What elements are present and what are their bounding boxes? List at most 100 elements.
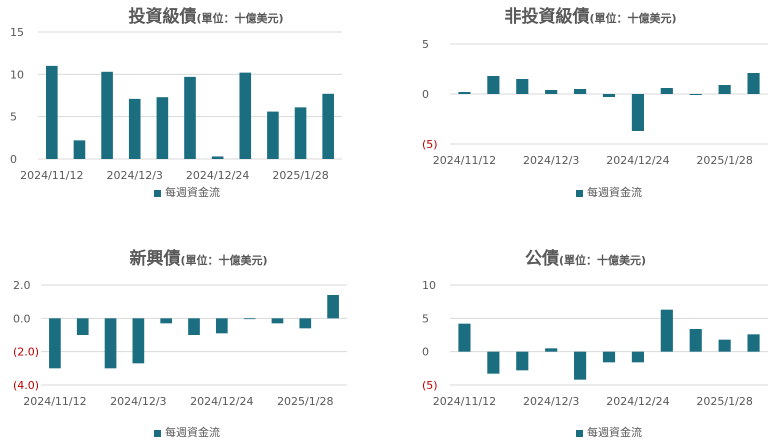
y-tick-label: 0 (422, 346, 429, 359)
bar (487, 76, 500, 94)
chart-emerging-market: 新興債(單位：十億美元) (4.0) (2.0) 0.0 2.0 2024/11/12 2… (0, 230, 387, 440)
x-tick-label: 2024/11/12 (20, 169, 83, 182)
x-tick-label: 2024/12/3 (523, 395, 579, 408)
chart-high-yield: 非投資級債(單位：十億美元) (5) 0 5 2024/11/12 2024/12/3 2… (387, 0, 774, 210)
bar (689, 329, 702, 352)
legend-swatch (576, 429, 583, 437)
bar (188, 318, 200, 335)
y-tick-label: (2.0) (13, 346, 39, 359)
x-tick-label: 2024/12/24 (190, 395, 253, 408)
chart-title-unit: (單位：十億美元) (196, 12, 284, 25)
chart-title: 公債(單位：十億美元) (397, 244, 774, 269)
y-tick-label: (4.0) (13, 379, 39, 392)
bar (631, 94, 644, 131)
chart-title-unit: (單位：十億美元) (589, 12, 677, 25)
chart-title: 新興債(單位：十億美元) (10, 244, 387, 269)
legend-swatch (154, 189, 161, 197)
x-tick-label: 2025/1/28 (277, 395, 333, 408)
bar (239, 72, 252, 159)
bar (718, 339, 731, 352)
bar (660, 88, 673, 94)
y-tick-label: 5 (422, 312, 429, 325)
y-tick-label: (5) (422, 379, 438, 392)
bar (128, 98, 141, 159)
bar (76, 318, 89, 335)
bar (574, 89, 587, 94)
bar (156, 97, 169, 159)
bar (322, 93, 334, 159)
bar (545, 90, 558, 94)
bar (101, 71, 113, 159)
chart-title-unit: (單位：十億美元) (558, 254, 647, 267)
bar (299, 318, 312, 329)
bar (327, 295, 339, 319)
bar (46, 65, 58, 159)
bar (211, 156, 224, 159)
legend-label: 每週資金流 (165, 426, 220, 439)
chart-legend: 每週資金流 (154, 184, 220, 200)
x-tick-label: 2025/1/28 (696, 154, 752, 167)
x-tick-label: 2025/1/28 (272, 169, 328, 182)
bar (574, 351, 587, 380)
bar (747, 73, 760, 94)
legend-swatch (154, 429, 161, 437)
chart-plot: (4.0) (2.0) 0.0 2.0 2024/11/12 2024/12/3 2024/… (13, 279, 347, 408)
x-tick-label: 2024/11/12 (433, 395, 496, 408)
chart-title-main: 公債 (524, 249, 559, 269)
x-tick-label: 2024/12/3 (523, 154, 579, 167)
y-tick-label: 0.0 (13, 312, 31, 325)
legend-label: 每週資金流 (165, 186, 220, 199)
chart-legend: 每週資金流 (576, 424, 642, 440)
bar (184, 76, 196, 159)
bar (132, 318, 145, 364)
x-tick-label: 2024/12/24 (606, 395, 669, 408)
x-tick-label: 2024/11/12 (433, 154, 496, 167)
bar (458, 323, 471, 352)
chart-plot: 0 5 10 15 2024/11/12 2024/12/3 2024/12/24 2025/… (10, 26, 342, 182)
bar (545, 348, 558, 352)
bar (160, 318, 173, 324)
y-tick-label: 10 (10, 68, 24, 81)
bar (602, 94, 616, 97)
chart-title-unit: (單位：十億美元) (180, 254, 268, 267)
chart-title-main: 新興債 (129, 249, 181, 269)
chart-title: 非投資級債(單位：十億美元) (407, 2, 774, 27)
bar (215, 318, 228, 334)
bar (602, 351, 616, 363)
legend-label: 每週資金流 (587, 426, 642, 439)
chart-title: 投資級債(單位：十億美元) (25, 2, 387, 27)
x-tick-label: 2024/12/24 (186, 169, 249, 182)
bar (294, 107, 307, 159)
chart-plot: (5) 0 5 10 2024/11/12 2024/12/3 2024/12/24 2025… (422, 279, 768, 408)
bar (458, 92, 471, 94)
chart-investment-grade: 投資級債(單位：十億美元) 0 5 10 15 2024/11/12 2024/12/3 2… (0, 0, 387, 210)
bar (271, 318, 284, 324)
legend-label: 每週資金流 (587, 186, 642, 199)
bar (516, 351, 529, 371)
bar (689, 94, 702, 95)
y-tick-label: 5 (10, 111, 17, 124)
bar (516, 79, 529, 94)
x-tick-label: 2024/12/3 (107, 169, 163, 182)
y-tick-label: (5) (422, 138, 438, 151)
y-tick-label: 0 (422, 88, 429, 101)
legend-swatch (576, 189, 583, 197)
bar (104, 318, 117, 369)
y-tick-label: 0 (10, 153, 17, 166)
x-tick-label: 2024/12/3 (110, 395, 166, 408)
y-tick-label: 10 (422, 279, 436, 292)
bar (267, 111, 279, 159)
x-tick-label: 2024/11/12 (23, 395, 86, 408)
bar (718, 85, 731, 94)
bar (73, 140, 86, 159)
x-tick-label: 2024/12/24 (606, 154, 669, 167)
chart-title-main: 投資級債 (128, 7, 197, 27)
bar (747, 334, 760, 352)
chart-legend: 每週資金流 (576, 184, 642, 200)
chart-treasury: 公債(單位：十億美元) (5) 0 5 10 2024/11/12 2024/12/3 20… (387, 230, 774, 440)
chart-title-main: 非投資級債 (504, 7, 590, 27)
bar (660, 309, 673, 352)
x-tick-label: 2025/1/28 (696, 395, 752, 408)
y-tick-label: 5 (422, 38, 429, 51)
chart-legend: 每週資金流 (154, 424, 220, 440)
